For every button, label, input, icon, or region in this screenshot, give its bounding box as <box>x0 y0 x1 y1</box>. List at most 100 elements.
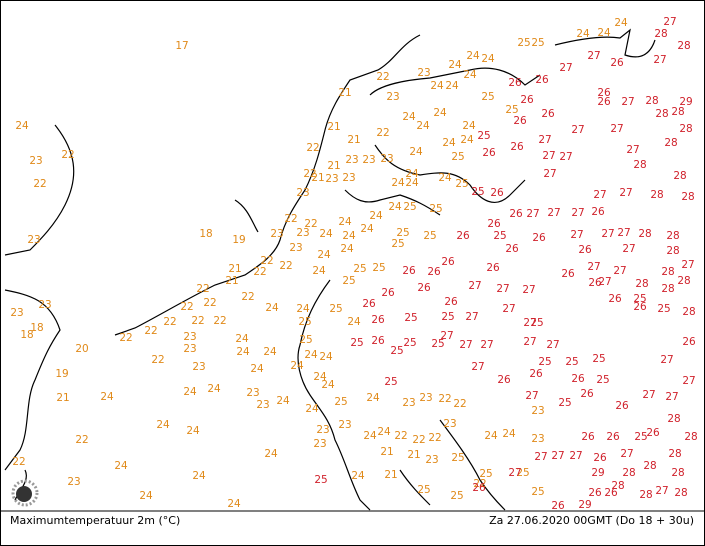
temperature-label: 27 <box>617 227 630 239</box>
temperature-label: 25 <box>517 37 530 49</box>
temperature-label: 22 <box>191 315 204 327</box>
temperature-label: 23 <box>380 153 393 165</box>
temperature-label: 24 <box>304 349 318 361</box>
temperature-label: 24 <box>484 430 498 442</box>
temperature-label: 22 <box>304 218 317 230</box>
temperature-label: 23 <box>362 154 375 166</box>
temperature-label: 24 <box>15 120 29 132</box>
temperature-label: 26 <box>604 487 618 499</box>
temperature-label: 26 <box>535 74 549 86</box>
temperature-label: 26 <box>456 230 470 242</box>
temperature-label: 22 <box>213 315 226 327</box>
temperature-label: 28 <box>679 123 692 135</box>
temperature-label: 25 <box>634 431 647 443</box>
temperature-label: 27 <box>593 189 606 201</box>
temperature-label: 26 <box>580 388 594 400</box>
temperature-label: 27 <box>559 151 572 163</box>
temperature-label: 28 <box>674 487 687 499</box>
temperature-label: 27 <box>523 336 536 348</box>
temperature-label: 26 <box>610 57 624 69</box>
temperature-label: 26 <box>578 244 592 256</box>
temperature-label: 27 <box>681 259 694 271</box>
temperature-label: 25 <box>479 468 492 480</box>
temperature-label: 22 <box>260 255 273 267</box>
temperature-label: 24 <box>369 210 383 222</box>
temperature-label: 26 <box>487 218 501 230</box>
temperature-label: 25 <box>441 311 454 323</box>
temperature-label: 25 <box>417 484 430 496</box>
temperature-label: 26 <box>588 487 602 499</box>
temperature-label: 23 <box>531 405 544 417</box>
temperature-label: 23 <box>246 387 259 399</box>
temperature-label: 21 <box>225 275 238 287</box>
temperature-label: 27 <box>626 144 639 156</box>
temperature-label: 22 <box>306 142 319 154</box>
temperature-label: 24 <box>227 498 241 510</box>
temperature-label: 28 <box>645 95 658 107</box>
temperature-label: 22 <box>151 354 164 366</box>
temperature-label: 27 <box>559 62 572 74</box>
temperature-label: 21 <box>347 134 360 146</box>
temperature-label: 23 <box>443 418 456 430</box>
temperature-label: 27 <box>587 50 600 62</box>
temperature-label: 25 <box>390 345 403 357</box>
temperature-label: 24 <box>445 80 459 92</box>
temperature-label: 22 <box>33 178 46 190</box>
temperature-label: 27 <box>587 261 600 273</box>
temperature-label: 28 <box>643 460 656 472</box>
temperature-label: 27 <box>551 450 564 462</box>
temperature-label: 26 <box>381 287 395 299</box>
temperature-label: 25 <box>298 316 311 328</box>
temperature-label: 27 <box>682 375 695 387</box>
temperature-label: 26 <box>497 374 511 386</box>
temperature-label: 24 <box>416 120 430 132</box>
temperature-label: 21 <box>384 469 397 481</box>
temperature-label: 22 <box>279 260 292 272</box>
temperature-label: 23 <box>531 433 544 445</box>
temperature-label: 26 <box>371 314 385 326</box>
temperature-label: 23 <box>325 173 338 185</box>
temperature-label: 28 <box>671 467 684 479</box>
temperature-label: 21 <box>228 263 241 275</box>
temperature-label: 26 <box>362 298 376 310</box>
temperature-label: 26 <box>541 108 555 120</box>
temperature-label: 24 <box>276 395 290 407</box>
temperature-label: 23 <box>67 476 80 488</box>
temperature-label: 24 <box>263 346 277 358</box>
temperature-label: 24 <box>391 177 405 189</box>
temperature-label: 26 <box>551 500 565 512</box>
temperature-label: 25 <box>471 186 484 198</box>
temperature-label: 25 <box>596 374 609 386</box>
temperature-label: 22 <box>12 456 25 468</box>
temperature-label: 22 <box>196 283 209 295</box>
temperature-label: 27 <box>547 207 560 219</box>
temperature-label: 25 <box>531 486 544 498</box>
temperature-label: 21 <box>327 121 340 133</box>
temperature-label: 22 <box>253 266 266 278</box>
temperature-label: 24 <box>319 228 333 240</box>
temperature-label: 26 <box>591 206 605 218</box>
temperature-label: 24 <box>313 371 327 383</box>
temperature-label: 26 <box>571 373 585 385</box>
temperature-label: 24 <box>319 351 333 363</box>
temperature-label: 24 <box>360 223 374 235</box>
temperature-label: 25 <box>372 262 385 274</box>
temperature-label: 21 <box>380 446 393 458</box>
temperature-label: 25 <box>565 356 578 368</box>
temperature-label: 22 <box>75 434 88 446</box>
temperature-label: 21 <box>56 392 69 404</box>
caption-left: Maximumtemperatuur 2m (°C) <box>10 514 180 527</box>
temperature-label: 28 <box>654 28 667 40</box>
temperature-label: 22 <box>119 332 132 344</box>
temperature-label: 23 <box>425 454 438 466</box>
temperature-label: 22 <box>394 430 407 442</box>
temperature-label: 24 <box>250 363 264 375</box>
temperature-label: 24 <box>481 53 495 65</box>
temperature-label: 25 <box>505 104 518 116</box>
temperature-label: 27 <box>571 207 584 219</box>
temperature-label: 23 <box>10 307 23 319</box>
temperature-label: 25 <box>558 397 571 409</box>
temperature-label: 24 <box>448 59 462 71</box>
temperature-label: 23 <box>419 392 432 404</box>
